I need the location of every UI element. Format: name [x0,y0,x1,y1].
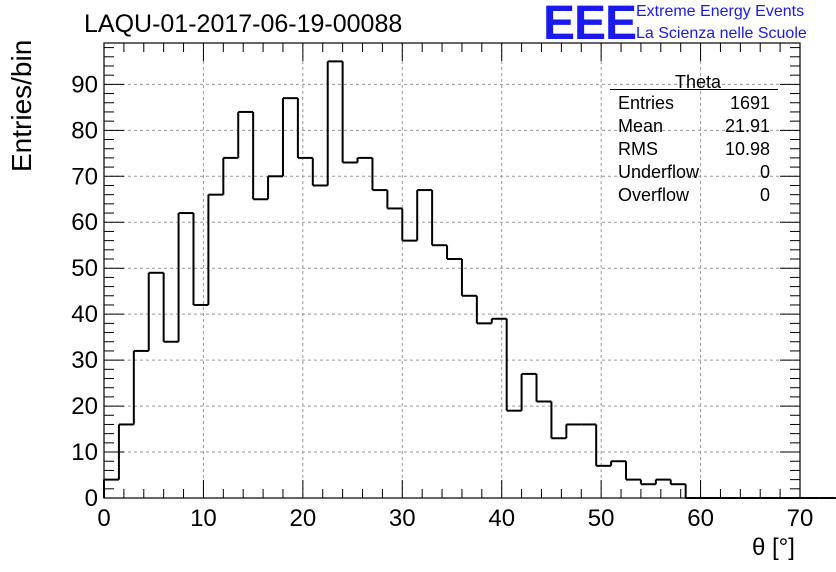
stats-box: Theta Entries 1691 Mean 21.91 RMS 10.98 … [610,72,778,207]
x-axis-label: θ [°] [752,534,795,561]
x-tick-label: 10 [190,505,217,532]
y-tick-label: 60 [71,209,98,236]
x-tick-label: 70 [787,505,814,532]
y-tick-label: 0 [85,485,98,512]
stats-value: 0 [759,185,770,205]
plot-frame [103,42,801,499]
x-tick-label: 50 [588,505,615,532]
stats-row-entries: Entries 1691 [610,92,778,115]
x-tick-label: 20 [290,505,317,532]
x-tick-label: 40 [488,505,515,532]
y-axis-label: Entries/bin [6,39,37,172]
stats-label: Mean [618,116,664,136]
x-tick-label: 0 [97,505,110,532]
stats-title-underline [610,89,778,90]
stats-value: 0 [759,162,770,182]
stats-value: 21.91 [724,116,770,136]
stats-label: Underflow [618,162,700,182]
y-tick-label: 80 [71,117,98,144]
y-tick-label: 20 [71,393,98,420]
y-tick-label: 70 [71,163,98,190]
y-tick-label: 90 [71,71,98,98]
stats-row-mean: Mean 21.91 [610,115,778,138]
x-tick-label: 60 [687,505,714,532]
x-tick-label: 30 [389,505,416,532]
stats-label: Overflow [618,185,690,205]
y-tick-label: 10 [71,439,98,466]
chart-title: LAQU-01-2017-06-19-00088 [84,10,403,38]
stats-title: Theta [674,72,722,92]
stats-label: RMS [618,139,658,159]
y-tick-label: 50 [71,255,98,282]
stats-row-rms: RMS 10.98 [610,138,778,161]
y-tick-label: 30 [71,347,98,374]
logo-line-1: Extreme Energy Events [636,3,805,20]
eee-logo: EEE [543,0,637,50]
stats-value: 1691 [729,93,770,113]
y-tick-label: 40 [71,301,98,328]
stats-label: Entries [618,93,675,113]
stats-row-overflow: Overflow 0 [610,184,778,207]
stats-value: 10.98 [724,139,770,159]
stats-row-underflow: Underflow 0 [610,161,778,184]
logo-line-2: La Scienza nelle Scuole [636,25,807,42]
